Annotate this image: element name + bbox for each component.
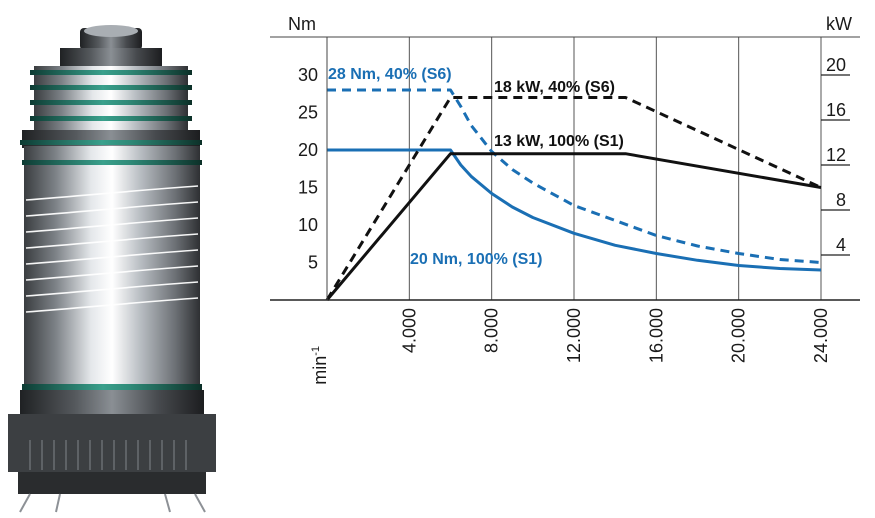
x-axis-label-exponent: -1 xyxy=(310,346,322,356)
y-right-tick-label: 12 xyxy=(826,145,846,165)
x-tick-label: 24.000 xyxy=(811,308,831,363)
spindle-bottom-plate xyxy=(18,472,206,494)
y-left-tick-label: 10 xyxy=(298,215,318,235)
y-right-tick-label: 16 xyxy=(826,100,846,120)
x-tick-label: 4.000 xyxy=(399,308,419,353)
tick-labels: 4.000 8.000 12.000 16.000 20.000 24.000 5 10 15 2… xyxy=(298,55,846,363)
series-label-torque-s6: 28 Nm, 40% (S6) xyxy=(328,66,452,83)
series-line-power-3 xyxy=(325,152,822,301)
y-left-tick-label: 5 xyxy=(308,253,318,273)
x-axis-label: min-1 xyxy=(310,346,330,385)
series-line-torque-1 xyxy=(327,148,822,272)
x-tick-label: 8.000 xyxy=(482,308,502,353)
x-tick-label: 16.000 xyxy=(646,308,666,363)
y-axis-left-label: Nm xyxy=(288,14,316,34)
spindle-connector-wires xyxy=(19,493,206,513)
spindle-seal-ring xyxy=(20,140,202,145)
spindle-seal-ring xyxy=(30,116,192,121)
chart: 4.000 8.000 12.000 16.000 20.000 24.000 5 10 15 2… xyxy=(270,14,860,385)
coolant-grooves xyxy=(25,185,199,313)
y-left-tick-label: 25 xyxy=(298,103,318,123)
spindle-flange xyxy=(22,130,200,148)
x-tick-label: 20.000 xyxy=(729,308,749,363)
y-left-tick-label: 20 xyxy=(298,140,318,160)
spindle-seal-ring xyxy=(22,384,202,390)
spindle-base-fins xyxy=(29,440,187,470)
series-label-power-s6: 18 kW, 40% (S6) xyxy=(494,79,615,96)
y-right-tick-label: 4 xyxy=(836,235,846,255)
axes xyxy=(270,36,860,301)
y-right-tick-label: 8 xyxy=(836,190,846,210)
x-axis-label-unit: min xyxy=(310,356,330,385)
x-tick-label: 12.000 xyxy=(564,308,584,363)
y-right-tick-label: 20 xyxy=(826,55,846,75)
series-layer xyxy=(325,88,822,301)
series-line-torque-0 xyxy=(327,88,822,264)
spindle-collar xyxy=(60,48,162,70)
spindle-main-body xyxy=(24,146,200,384)
y-left-tick-label: 30 xyxy=(298,65,318,85)
spindle-seal-ring xyxy=(22,160,202,165)
spindle-lower-housing xyxy=(20,390,204,416)
spindle-seal-ring xyxy=(30,100,192,105)
spindle-seal-ring xyxy=(30,85,192,90)
spindle-seal-ring xyxy=(30,70,192,75)
series-label-power-s1: 13 kW, 100% (S1) xyxy=(494,133,624,150)
y-left-tick-label: 15 xyxy=(298,178,318,198)
grid-lines xyxy=(408,37,822,300)
series-label-torque-s1: 20 Nm, 100% (S1) xyxy=(410,251,543,268)
spindle-top-shaft xyxy=(84,25,138,37)
spindle-base xyxy=(8,414,216,472)
y-axis-right-label: kW xyxy=(826,14,852,34)
